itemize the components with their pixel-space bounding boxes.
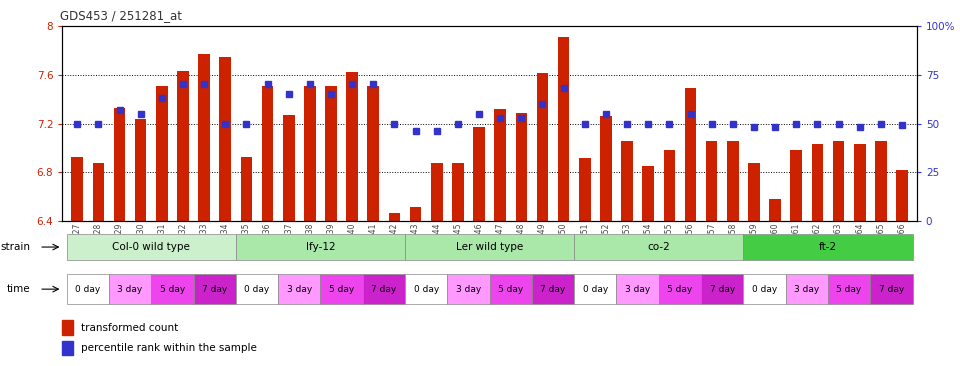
Bar	[811, 144, 824, 221]
Bar	[727, 141, 738, 221]
FancyBboxPatch shape	[321, 274, 363, 304]
FancyBboxPatch shape	[871, 274, 913, 304]
Bar	[199, 54, 210, 221]
FancyBboxPatch shape	[574, 274, 616, 304]
Text: 7 day: 7 day	[878, 285, 904, 294]
Text: 7 day: 7 day	[540, 285, 565, 294]
Bar	[537, 73, 548, 221]
FancyBboxPatch shape	[828, 274, 871, 304]
FancyBboxPatch shape	[194, 274, 236, 304]
Bar	[62, 341, 73, 355]
FancyBboxPatch shape	[363, 274, 405, 304]
Bar	[283, 115, 295, 221]
Bar	[494, 109, 506, 221]
Bar	[241, 157, 252, 221]
Bar	[178, 71, 189, 221]
Bar	[304, 86, 316, 221]
Bar	[516, 112, 527, 221]
Text: 3 day: 3 day	[287, 285, 312, 294]
Text: 7 day: 7 day	[709, 285, 734, 294]
Bar	[431, 163, 443, 221]
Text: 3 day: 3 day	[117, 285, 143, 294]
Text: 5 day: 5 day	[667, 285, 692, 294]
Bar	[790, 150, 802, 221]
Bar	[875, 141, 887, 221]
FancyBboxPatch shape	[701, 274, 743, 304]
FancyBboxPatch shape	[66, 274, 108, 304]
FancyBboxPatch shape	[447, 274, 490, 304]
Bar	[134, 119, 147, 221]
Text: GDS453 / 251281_at: GDS453 / 251281_at	[60, 9, 182, 22]
Bar	[897, 170, 908, 221]
FancyBboxPatch shape	[532, 274, 574, 304]
FancyBboxPatch shape	[574, 234, 743, 260]
Bar	[579, 158, 590, 221]
Bar	[113, 108, 126, 221]
FancyBboxPatch shape	[616, 274, 659, 304]
Bar	[853, 144, 866, 221]
Bar	[62, 321, 73, 335]
Bar	[389, 213, 400, 221]
Text: 7 day: 7 day	[372, 285, 396, 294]
Bar	[473, 127, 485, 221]
FancyBboxPatch shape	[66, 234, 236, 260]
FancyBboxPatch shape	[236, 234, 405, 260]
Text: Col-0 wild type: Col-0 wild type	[112, 242, 190, 252]
Bar	[748, 163, 759, 221]
Bar	[706, 141, 717, 221]
Bar	[262, 86, 274, 221]
Text: 5 day: 5 day	[329, 285, 354, 294]
FancyBboxPatch shape	[108, 274, 152, 304]
Text: ft-2: ft-2	[819, 242, 837, 252]
FancyBboxPatch shape	[152, 274, 194, 304]
Bar	[684, 88, 696, 221]
Bar	[621, 141, 633, 221]
FancyBboxPatch shape	[405, 274, 447, 304]
FancyBboxPatch shape	[659, 274, 701, 304]
Text: 0 day: 0 day	[75, 285, 101, 294]
Text: 5 day: 5 day	[498, 285, 523, 294]
Bar	[663, 150, 675, 221]
FancyBboxPatch shape	[278, 274, 321, 304]
Text: 3 day: 3 day	[794, 285, 820, 294]
Text: percentile rank within the sample: percentile rank within the sample	[82, 343, 257, 353]
Bar	[452, 163, 464, 221]
Text: co-2: co-2	[647, 242, 670, 252]
Text: strain: strain	[1, 242, 31, 252]
Text: 5 day: 5 day	[836, 285, 862, 294]
Bar	[347, 72, 358, 221]
Bar	[368, 86, 379, 221]
Bar	[769, 199, 780, 221]
FancyBboxPatch shape	[743, 234, 913, 260]
FancyBboxPatch shape	[785, 274, 828, 304]
Bar	[156, 86, 168, 221]
Bar	[71, 157, 83, 221]
Bar	[558, 37, 569, 221]
Text: 0 day: 0 day	[245, 285, 270, 294]
Text: time: time	[7, 284, 31, 294]
Text: 0 day: 0 day	[414, 285, 439, 294]
Text: 3 day: 3 day	[625, 285, 650, 294]
Text: 5 day: 5 day	[159, 285, 185, 294]
Bar	[220, 57, 231, 221]
FancyBboxPatch shape	[743, 274, 785, 304]
Text: transformed count: transformed count	[82, 322, 179, 333]
Text: 3 day: 3 day	[456, 285, 481, 294]
Bar	[92, 163, 105, 221]
Bar	[325, 86, 337, 221]
Text: Ler wild type: Ler wild type	[456, 242, 523, 252]
FancyBboxPatch shape	[405, 234, 574, 260]
Text: 0 day: 0 day	[752, 285, 778, 294]
Bar	[832, 141, 845, 221]
FancyBboxPatch shape	[490, 274, 532, 304]
Bar	[600, 116, 612, 221]
Bar	[642, 167, 654, 221]
FancyBboxPatch shape	[236, 274, 278, 304]
Text: 0 day: 0 day	[583, 285, 608, 294]
Text: lfy-12: lfy-12	[305, 242, 335, 252]
Bar	[410, 207, 421, 221]
Text: 7 day: 7 day	[202, 285, 228, 294]
